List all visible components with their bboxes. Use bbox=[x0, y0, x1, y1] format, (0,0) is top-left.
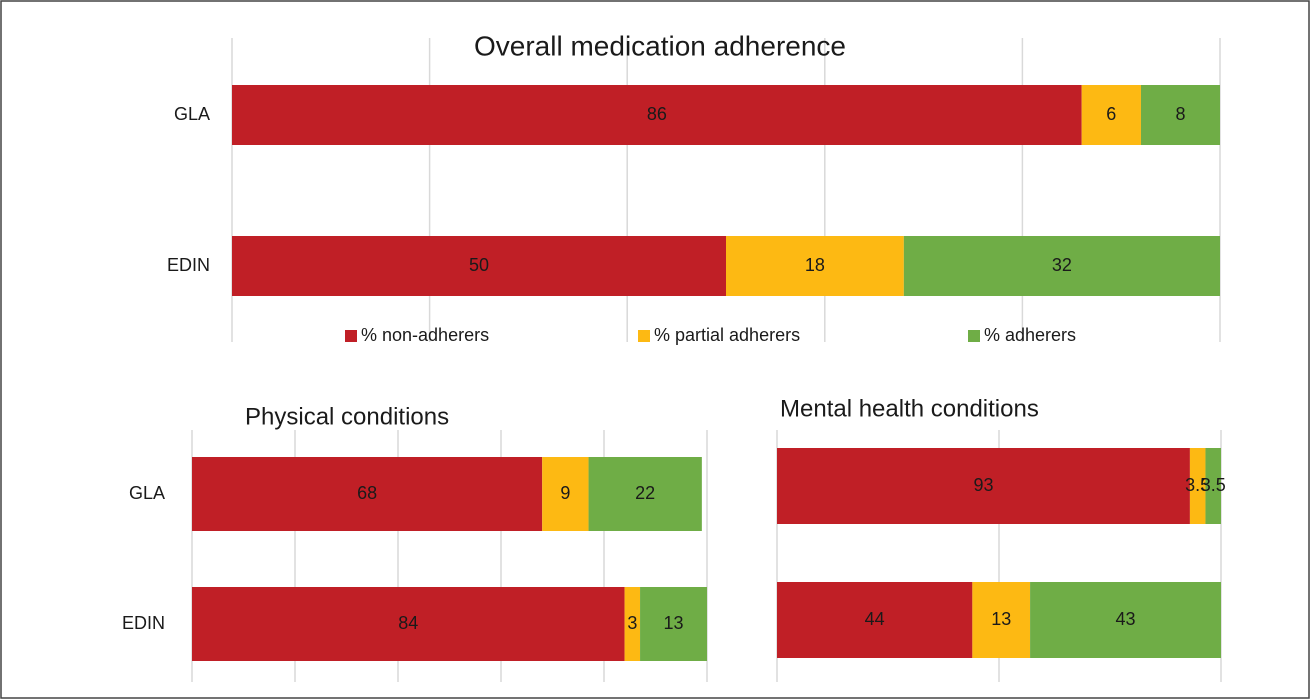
category-label: EDIN bbox=[167, 255, 210, 275]
bar-segment bbox=[588, 457, 702, 531]
data-label: 18 bbox=[805, 255, 825, 275]
legend-swatch bbox=[638, 330, 650, 342]
bar-segment bbox=[232, 236, 726, 296]
data-label: 6 bbox=[1106, 104, 1116, 124]
legend-swatch bbox=[968, 330, 980, 342]
data-label: 68 bbox=[357, 483, 377, 503]
category-label: GLA bbox=[129, 483, 165, 503]
bar-segment bbox=[640, 587, 707, 661]
category-label: GLA bbox=[174, 104, 210, 124]
chart-title: Physical conditions bbox=[245, 403, 449, 430]
bar-segment bbox=[192, 587, 625, 661]
data-label: 3.5 bbox=[1201, 475, 1226, 495]
data-label: 43 bbox=[1116, 609, 1136, 629]
bar-segment bbox=[192, 457, 543, 531]
category-label: EDIN bbox=[122, 613, 165, 633]
data-label: 86 bbox=[647, 104, 667, 124]
data-label: 9 bbox=[560, 483, 570, 503]
bar-segment bbox=[777, 448, 1190, 524]
data-label: 32 bbox=[1052, 255, 1072, 275]
data-label: 13 bbox=[991, 609, 1011, 629]
data-label: 93 bbox=[973, 475, 993, 495]
bar-segment bbox=[232, 85, 1082, 145]
data-label: 13 bbox=[664, 613, 684, 633]
data-label: 22 bbox=[635, 483, 655, 503]
data-label: 3.5 bbox=[1185, 475, 1210, 495]
bar-segment bbox=[777, 582, 973, 658]
data-label: 3 bbox=[627, 613, 637, 633]
bar-segment bbox=[1189, 448, 1206, 524]
chart-title: Overall medication adherence bbox=[474, 30, 846, 61]
data-label: 44 bbox=[865, 609, 885, 629]
legend-label: % adherers bbox=[984, 325, 1076, 345]
bar-segment bbox=[903, 236, 1220, 296]
chart-title: Mental health conditions bbox=[780, 395, 1039, 422]
legend-swatch bbox=[345, 330, 357, 342]
bar-segment bbox=[1140, 85, 1220, 145]
bar-segment bbox=[1030, 582, 1221, 658]
data-label: 50 bbox=[469, 255, 489, 275]
bar-segment bbox=[624, 587, 641, 661]
legend-label: % non-adherers bbox=[361, 325, 489, 345]
bar-segment bbox=[1205, 448, 1221, 524]
data-label: 84 bbox=[398, 613, 418, 633]
data-label: 8 bbox=[1175, 104, 1185, 124]
bar-segment bbox=[542, 457, 589, 531]
bar-segment bbox=[726, 236, 904, 296]
bar-segment bbox=[1081, 85, 1141, 145]
bar-segment bbox=[972, 582, 1031, 658]
legend-label: % partial adherers bbox=[654, 325, 800, 345]
